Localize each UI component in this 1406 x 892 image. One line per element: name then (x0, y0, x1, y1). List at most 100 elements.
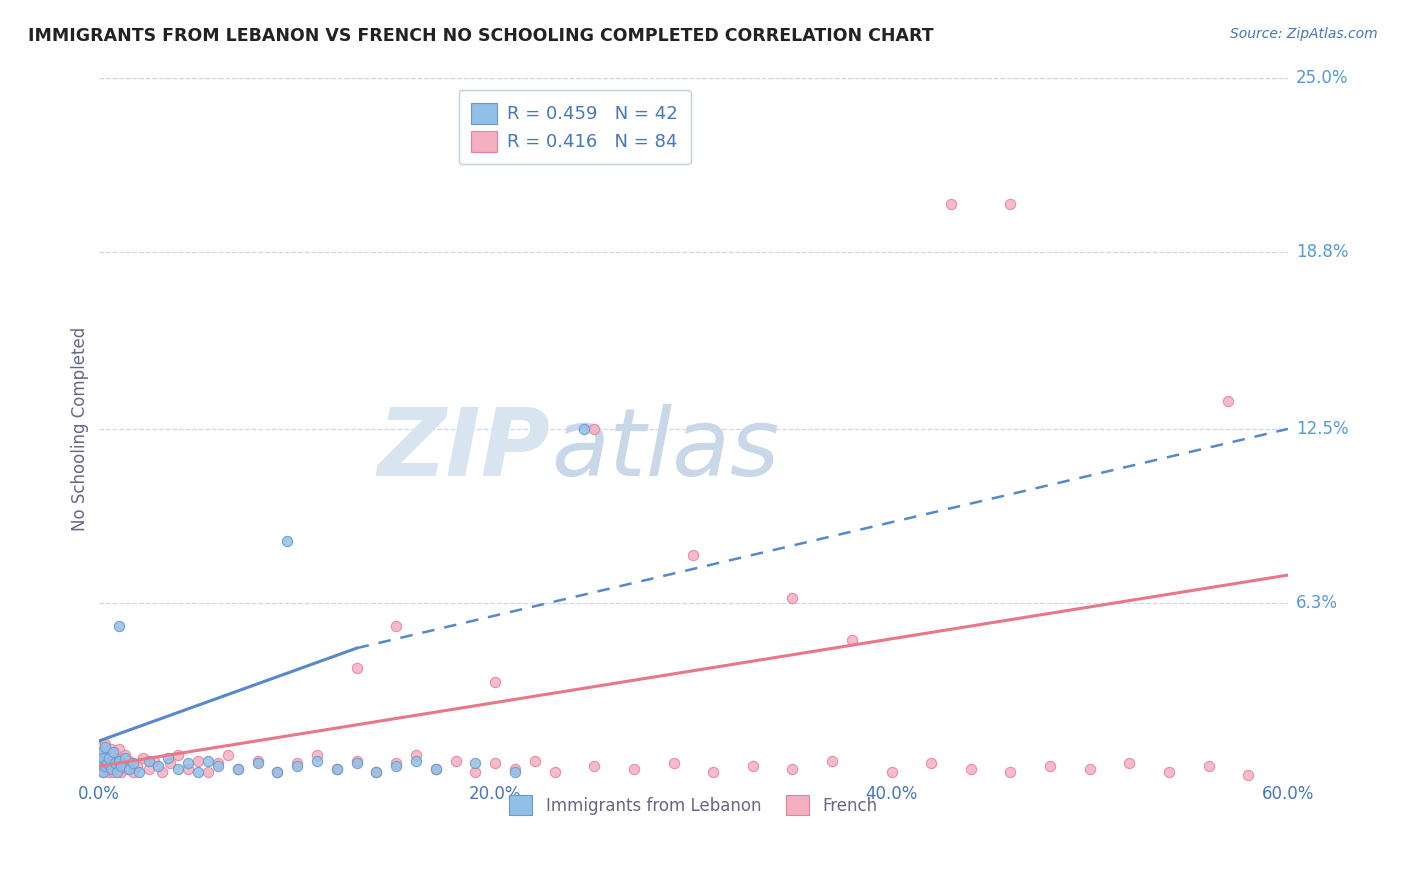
Point (167, 762, 190, 776)
Point (425, 762, 447, 776)
Point (276, 534, 298, 549)
Point (177, 756, 200, 771)
Point (110, 764, 132, 779)
Point (114, 747, 136, 762)
Point (91, 764, 114, 779)
Point (91, 751, 114, 765)
Point (503, 764, 526, 779)
Point (484, 756, 506, 771)
Point (115, 762, 138, 776)
Point (197, 764, 219, 779)
Point (484, 674, 506, 689)
Point (444, 754, 467, 768)
Point (90, 745, 112, 759)
Point (1237, 767, 1260, 781)
Point (226, 762, 249, 776)
Point (97, 754, 120, 768)
Point (1198, 759, 1220, 773)
Point (157, 751, 180, 765)
Point (118, 754, 141, 768)
Point (405, 754, 427, 768)
Point (305, 747, 328, 762)
Point (1039, 759, 1062, 773)
Point (90, 739, 112, 754)
Text: IMMIGRANTS FROM LEBANON VS FRENCH NO SCHOOLING COMPLETED CORRELATION CHART: IMMIGRANTS FROM LEBANON VS FRENCH NO SCH… (28, 27, 934, 45)
Point (841, 632, 863, 647)
Text: Source: ZipAtlas.com: Source: ZipAtlas.com (1230, 27, 1378, 41)
Point (97, 764, 120, 779)
Point (821, 754, 844, 768)
Point (782, 591, 804, 605)
Point (111, 756, 134, 771)
Point (1218, 393, 1240, 408)
Point (91, 754, 114, 768)
Point (121, 756, 143, 771)
Point (143, 754, 166, 768)
Point (385, 618, 408, 632)
Point (741, 759, 763, 773)
Point (1000, 197, 1022, 211)
Point (207, 756, 229, 771)
Point (90, 751, 112, 765)
Text: 6.3%: 6.3% (1296, 594, 1339, 612)
Point (246, 754, 269, 768)
Point (346, 754, 368, 768)
Point (114, 751, 136, 765)
Point (105, 762, 128, 776)
Point (464, 756, 486, 771)
Point (121, 764, 143, 779)
Point (405, 747, 427, 762)
Point (346, 756, 368, 771)
Point (159, 756, 181, 771)
Text: 18.8%: 18.8% (1296, 243, 1348, 260)
Point (207, 759, 229, 773)
Point (90, 759, 112, 773)
Point (1118, 756, 1140, 771)
Point (148, 759, 170, 773)
Point (94, 751, 117, 765)
Point (107, 754, 129, 768)
Point (503, 762, 526, 776)
Point (385, 756, 408, 771)
Point (662, 756, 685, 771)
Point (90, 759, 112, 773)
Point (920, 756, 942, 771)
Point (91, 764, 114, 779)
Point (105, 764, 128, 779)
Point (226, 762, 249, 776)
Point (107, 742, 129, 756)
Point (939, 197, 962, 211)
Point (100, 742, 122, 756)
Point (104, 745, 127, 759)
Point (97, 751, 120, 765)
Point (101, 745, 124, 759)
Point (152, 764, 174, 779)
Y-axis label: No Schooling Completed: No Schooling Completed (72, 326, 89, 531)
Point (96, 762, 118, 776)
Point (128, 764, 150, 779)
Point (326, 762, 349, 776)
Point (326, 762, 349, 776)
Point (366, 764, 388, 779)
Point (523, 754, 546, 768)
Point (94, 759, 117, 773)
Point (125, 759, 148, 773)
Point (187, 764, 209, 779)
Point (266, 764, 288, 779)
Point (187, 754, 209, 768)
Point (1078, 762, 1101, 776)
Point (167, 747, 190, 762)
Point (217, 747, 239, 762)
Point (782, 762, 804, 776)
Point (682, 549, 704, 563)
Point (574, 422, 596, 436)
Point (94, 759, 117, 773)
Point (1000, 764, 1022, 779)
Point (623, 762, 645, 776)
Point (1157, 764, 1180, 779)
Point (138, 762, 160, 776)
Legend: Immigrants from Lebanon, French: Immigrants from Lebanon, French (499, 786, 889, 825)
Point (110, 759, 132, 773)
Point (94, 739, 117, 754)
Point (104, 756, 127, 771)
